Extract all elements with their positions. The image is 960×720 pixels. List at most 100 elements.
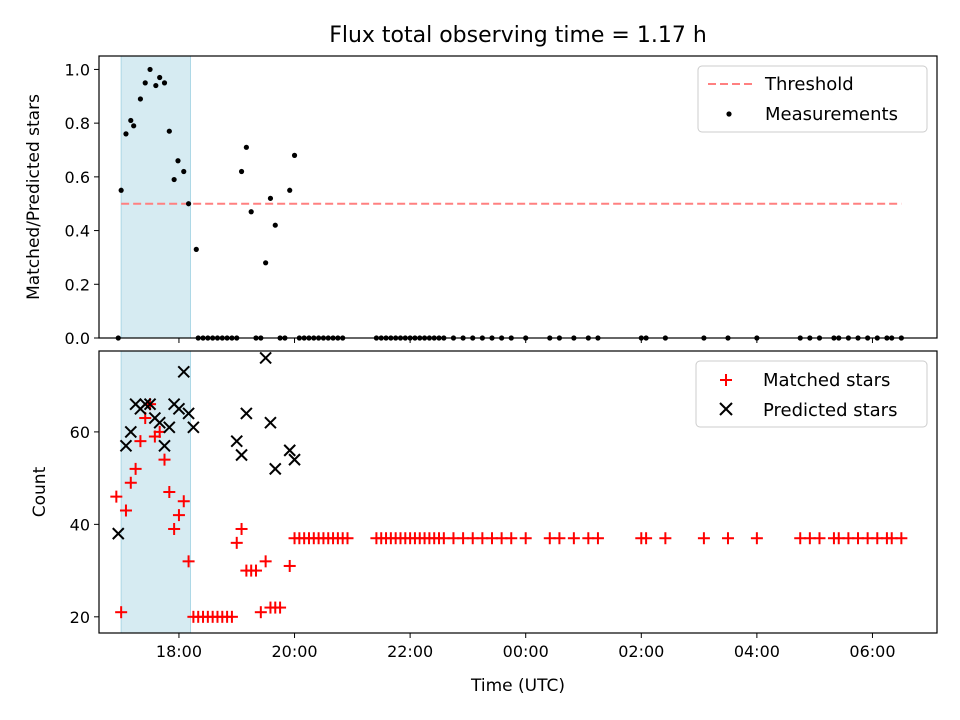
matched-star-point [519, 532, 532, 545]
y-tick-label: 0.0 [65, 329, 90, 348]
x-tick-label: 00:00 [503, 642, 549, 661]
matched-star-point [591, 532, 604, 545]
predicted-star-point [119, 439, 133, 452]
x-tick-label: 20:00 [271, 642, 317, 661]
matched-star-point [168, 522, 181, 535]
bottom-legend-box [695, 360, 928, 428]
top-shaded-interval [120, 55, 192, 339]
measurement-point [193, 246, 199, 252]
predicted-star-point [259, 351, 272, 365]
bottom-plot-area [110, 351, 908, 623]
y-tick-label: 0.8 [65, 114, 90, 133]
matched-star-point [659, 532, 672, 545]
matched-star-point [134, 435, 147, 448]
predicted-star-point [143, 397, 157, 411]
threshold-legend-label: Threshold [764, 74, 854, 95]
matched-star-point [230, 536, 243, 549]
measurement-point [147, 66, 153, 73]
matched-star-point [259, 555, 272, 568]
bottom-y-axis-label: Count [30, 466, 50, 517]
predicted-stars-legend-label: Predicted stars [763, 400, 897, 421]
measurement-point [175, 158, 181, 164]
matched-star-point [505, 532, 518, 545]
bottom-y-ticks: 20 40 60 [70, 423, 99, 627]
y-tick-label: 60 [70, 423, 90, 442]
matched-star-point [567, 532, 580, 545]
x-tick-label: 18:00 [156, 642, 202, 661]
bottom-panel: 18:00 20:00 22:00 00:00 02:00 04:00 06:00 20 40… [30, 350, 938, 696]
measurement-point [263, 260, 269, 266]
y-tick-label: 0.4 [65, 222, 90, 241]
measurement-point [153, 82, 159, 89]
measurement-point [181, 168, 187, 175]
measurements-legend-label: Measurements [765, 104, 898, 125]
matched-star-point [721, 532, 734, 545]
matched-star-point [697, 532, 710, 545]
measurement-point [238, 168, 245, 175]
predicted-star-point [172, 402, 186, 415]
matched-star-point [235, 522, 248, 535]
matched-star-point [283, 559, 296, 572]
x-tick-label: 22:00 [387, 642, 433, 661]
matched-star-point [158, 453, 171, 466]
top-axes-frame [98, 55, 938, 339]
y-tick-label: 0.6 [65, 168, 90, 187]
matched-star-point [750, 532, 763, 545]
measurement-point [272, 222, 278, 228]
x-tick-label: 04:00 [734, 642, 780, 661]
measurement-point [287, 187, 293, 193]
predicted-star-point [264, 416, 277, 429]
measurement-point [166, 128, 172, 134]
bottom-legend: Matched stars Predicted stars [695, 360, 928, 428]
y-tick-label: 1.0 [65, 60, 90, 79]
predicted-star-point [139, 397, 152, 411]
chart-title: Flux total observing time = 1.17 h [329, 23, 707, 48]
shaded-observing-interval [120, 350, 192, 634]
matched-star-point [115, 606, 128, 619]
measurement-point [248, 209, 254, 215]
measurement-point [128, 117, 134, 124]
y-tick-label: 0.2 [65, 275, 90, 294]
matched-star-point [129, 462, 142, 475]
matched-star-point [177, 495, 190, 508]
matched-star-point [163, 486, 176, 498]
predicted-star-point [187, 421, 200, 434]
bottom-axes-frame [98, 350, 938, 634]
matched-star-point [274, 601, 287, 614]
x-axis-label: Time (UTC) [470, 676, 565, 696]
measurement-point [291, 152, 298, 158]
shaded-observing-interval [120, 55, 192, 339]
predicted-star-point [112, 527, 125, 540]
matched-star-point [640, 532, 653, 545]
matched-star-point [895, 532, 908, 545]
predicted-star-point [182, 407, 195, 420]
measurement-point [171, 176, 177, 183]
predicted-star-point [269, 462, 282, 476]
top-y-ticks: 0.0 0.2 0.4 0.6 0.8 1.0 [65, 60, 99, 348]
top-legend-box [697, 65, 928, 133]
measurement-point [123, 131, 129, 137]
measurement-point [157, 74, 163, 81]
measurement-point [137, 96, 144, 102]
top-legend: Threshold Measurements [697, 65, 928, 133]
matched-star-point [225, 610, 238, 623]
top-y-axis-label: Matched/Predicted stars [24, 94, 44, 300]
bottom-shaded-interval [120, 350, 192, 634]
matched-star-point [124, 476, 137, 489]
measurement-point [131, 123, 137, 129]
matched-star-point [553, 532, 566, 545]
matched-star-point [254, 606, 267, 619]
x-tick-label: 02:00 [618, 642, 664, 661]
matched-star-point [119, 504, 132, 517]
matched-star-point [182, 555, 195, 568]
measurement-point [118, 187, 124, 193]
x-tick-label: 06:00 [849, 642, 895, 661]
bottom-x-ticks: 18:00 20:00 22:00 00:00 02:00 04:00 06:00 [156, 633, 896, 661]
matched-star-point [250, 564, 263, 577]
matched-stars-legend-marker [720, 374, 732, 386]
y-tick-label: 40 [70, 515, 90, 534]
predicted-star-point [235, 448, 248, 462]
matched-star-point [813, 532, 826, 545]
matched-star-point [172, 509, 185, 522]
predicted-star-point [230, 434, 243, 448]
